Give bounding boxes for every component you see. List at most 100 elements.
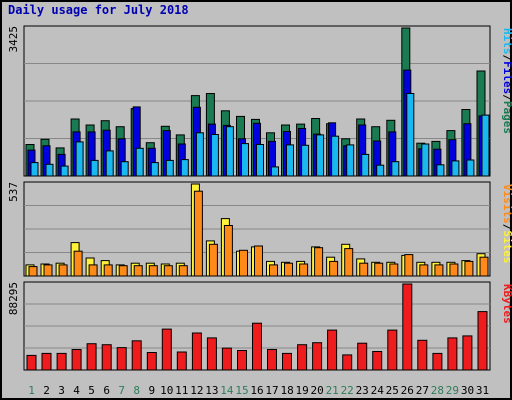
- bar-pages: [210, 134, 219, 177]
- bar-pages: [105, 150, 114, 177]
- legend-kbytes: KBytes: [501, 284, 512, 324]
- x-tick-label: 15: [235, 384, 248, 397]
- bar-sites: [148, 265, 158, 277]
- bar-pages: [195, 132, 204, 177]
- bar-sites: [118, 265, 128, 277]
- x-tick-label: 5: [88, 384, 95, 397]
- bar-pages: [60, 165, 69, 177]
- bar-sites: [449, 263, 459, 277]
- x-tick-label: 7: [118, 384, 125, 397]
- bar-kbytes: [56, 352, 67, 371]
- bar-sites: [374, 262, 384, 277]
- x-tick-label: 23: [356, 384, 369, 397]
- x-tick-label: 19: [295, 384, 308, 397]
- bar-pages: [451, 160, 460, 177]
- legend-visits-sites-part: /: [501, 224, 512, 231]
- bar-kbytes: [297, 344, 308, 371]
- bar-pages: [150, 162, 159, 177]
- bar-sites: [28, 266, 38, 277]
- x-tick-label: 30: [461, 384, 474, 397]
- bar-kbytes: [146, 352, 157, 371]
- bar-kbytes: [131, 340, 142, 371]
- legend-kbytes-part: KBytes: [501, 284, 512, 324]
- x-tick-label: 16: [250, 384, 263, 397]
- legend-visits-sites: Visits/Sites: [501, 184, 512, 264]
- bar-sites: [254, 245, 263, 277]
- bar-sites: [419, 264, 429, 277]
- bar-sites: [389, 263, 399, 277]
- x-tick-label: 18: [280, 384, 293, 397]
- ymax-label: 537: [7, 182, 20, 202]
- bar-kbytes: [462, 335, 473, 371]
- bar-sites: [299, 263, 309, 277]
- x-tick-label: 4: [73, 384, 80, 397]
- bar-pages: [256, 144, 264, 177]
- bar-sites: [434, 264, 444, 277]
- bar-sites: [329, 260, 339, 277]
- legend-hits-files-pages-part: Files: [501, 61, 512, 94]
- bar-kbytes: [26, 354, 37, 371]
- legend-hits-files-pages-part: /: [501, 55, 512, 62]
- legend-hits-files-pages: Hits/Files/Pages: [501, 28, 512, 134]
- bar-kbytes: [372, 351, 383, 371]
- bar-pages: [346, 144, 355, 177]
- bar-sites: [344, 248, 354, 277]
- bar-sites: [479, 256, 489, 277]
- x-tick-label: 9: [148, 384, 155, 397]
- bar-sites: [314, 247, 324, 277]
- bar-pages: [120, 161, 129, 177]
- x-tick-label: 2: [43, 384, 50, 397]
- bar-sites: [133, 265, 143, 277]
- bar-kbytes: [71, 349, 82, 371]
- legend-hits-files-pages-part: Hits: [501, 28, 512, 55]
- bar-kbytes: [402, 283, 413, 371]
- bar-sites: [284, 262, 293, 277]
- bar-sites: [73, 250, 83, 277]
- x-tick-label: 1: [28, 384, 35, 397]
- bar-pages: [481, 114, 490, 177]
- legend-hits-files-pages-part: Pages: [501, 101, 512, 134]
- ymax-label: 3425: [7, 26, 20, 53]
- bar-sites: [239, 249, 248, 277]
- x-tick-label: 10: [160, 384, 173, 397]
- bar-kbytes: [447, 337, 458, 371]
- chart-title: Daily usage for July 2018: [8, 3, 189, 17]
- x-tick-label: 3: [58, 384, 65, 397]
- bar-pages: [286, 144, 294, 177]
- bar-kbytes: [176, 351, 187, 371]
- x-tick-label: 31: [476, 384, 489, 397]
- bar-kbytes: [342, 354, 353, 371]
- bar-pages: [466, 159, 475, 177]
- bar-sites: [464, 260, 474, 277]
- bar-pages: [271, 166, 279, 177]
- bar-pages: [75, 141, 84, 177]
- bar-kbytes: [477, 311, 488, 371]
- bar-pages: [361, 153, 370, 177]
- bar-kbytes: [417, 339, 428, 371]
- bar-pages: [30, 162, 39, 177]
- x-tick-label: 24: [371, 384, 385, 397]
- x-tick-label: 28: [431, 384, 444, 397]
- legend-visits-sites-part: Sites: [501, 230, 512, 263]
- bar-pages: [225, 126, 234, 177]
- bar-pages: [45, 163, 54, 177]
- x-tick-label: 20: [310, 384, 323, 397]
- bar-pages: [241, 143, 249, 177]
- bar-kbytes: [161, 328, 172, 371]
- bar-pages: [391, 161, 400, 177]
- bar-kbytes: [101, 344, 112, 371]
- bar-pages: [301, 144, 310, 177]
- bar-sites: [163, 265, 173, 277]
- bar-kbytes: [312, 342, 323, 371]
- bar-sites: [103, 264, 113, 277]
- legend-visits-sites-part: Visits: [501, 184, 512, 224]
- bar-sites: [359, 262, 369, 277]
- bar-sites: [223, 225, 233, 277]
- ymax-label: 88295: [7, 282, 20, 315]
- x-tick-label: 27: [416, 384, 429, 397]
- x-tick-label: 29: [446, 384, 459, 397]
- bar-pages: [90, 159, 99, 177]
- bar-pages: [316, 134, 325, 177]
- x-tick-label: 14: [220, 384, 234, 397]
